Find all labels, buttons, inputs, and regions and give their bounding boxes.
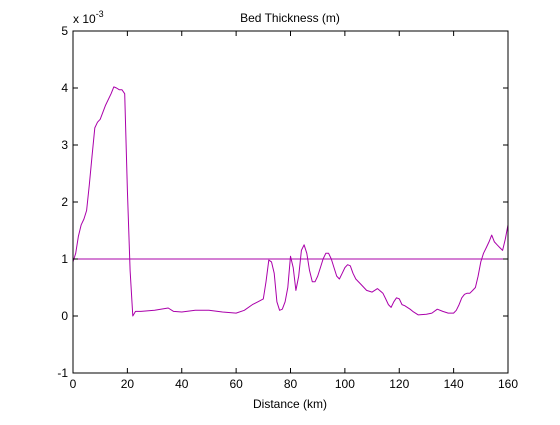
- x-tick-label: 60: [229, 377, 243, 391]
- y-axis-ticks: -1 0 1 2 3 4 5: [57, 24, 508, 380]
- x-tick-label: 40: [175, 377, 189, 391]
- series-layer: [72, 86, 509, 317]
- x-tick-label: 100: [335, 377, 355, 391]
- y-axis-multiplier-base: x 10: [73, 12, 96, 26]
- plot-area: [73, 31, 508, 373]
- y-axis-multiplier-exponent: -3: [96, 9, 104, 19]
- x-axis-ticks: 0 20 40 60 80 100 120 140 160: [70, 31, 518, 391]
- y-tick-label: 5: [61, 24, 68, 38]
- y-tick-label: 0: [61, 309, 68, 323]
- x-axis-label: Distance (km): [253, 397, 327, 411]
- y-tick-label: 4: [61, 81, 68, 95]
- x-tick-label: 160: [498, 377, 518, 391]
- x-tick-label: 20: [121, 377, 135, 391]
- x-tick-label: 80: [284, 377, 298, 391]
- x-tick-label: 140: [444, 377, 464, 391]
- y-tick-label: 3: [61, 138, 68, 152]
- y-tick-label: 1: [61, 252, 68, 266]
- x-tick-label: 120: [389, 377, 409, 391]
- y-tick-label: 2: [61, 195, 68, 209]
- series-line-bed-thickness: [72, 86, 509, 317]
- y-tick-label: -1: [57, 366, 68, 380]
- chart-title: Bed Thickness (m): [240, 11, 340, 25]
- x-tick-label: 0: [70, 377, 77, 391]
- y-axis-multiplier: x 10-3: [73, 9, 104, 26]
